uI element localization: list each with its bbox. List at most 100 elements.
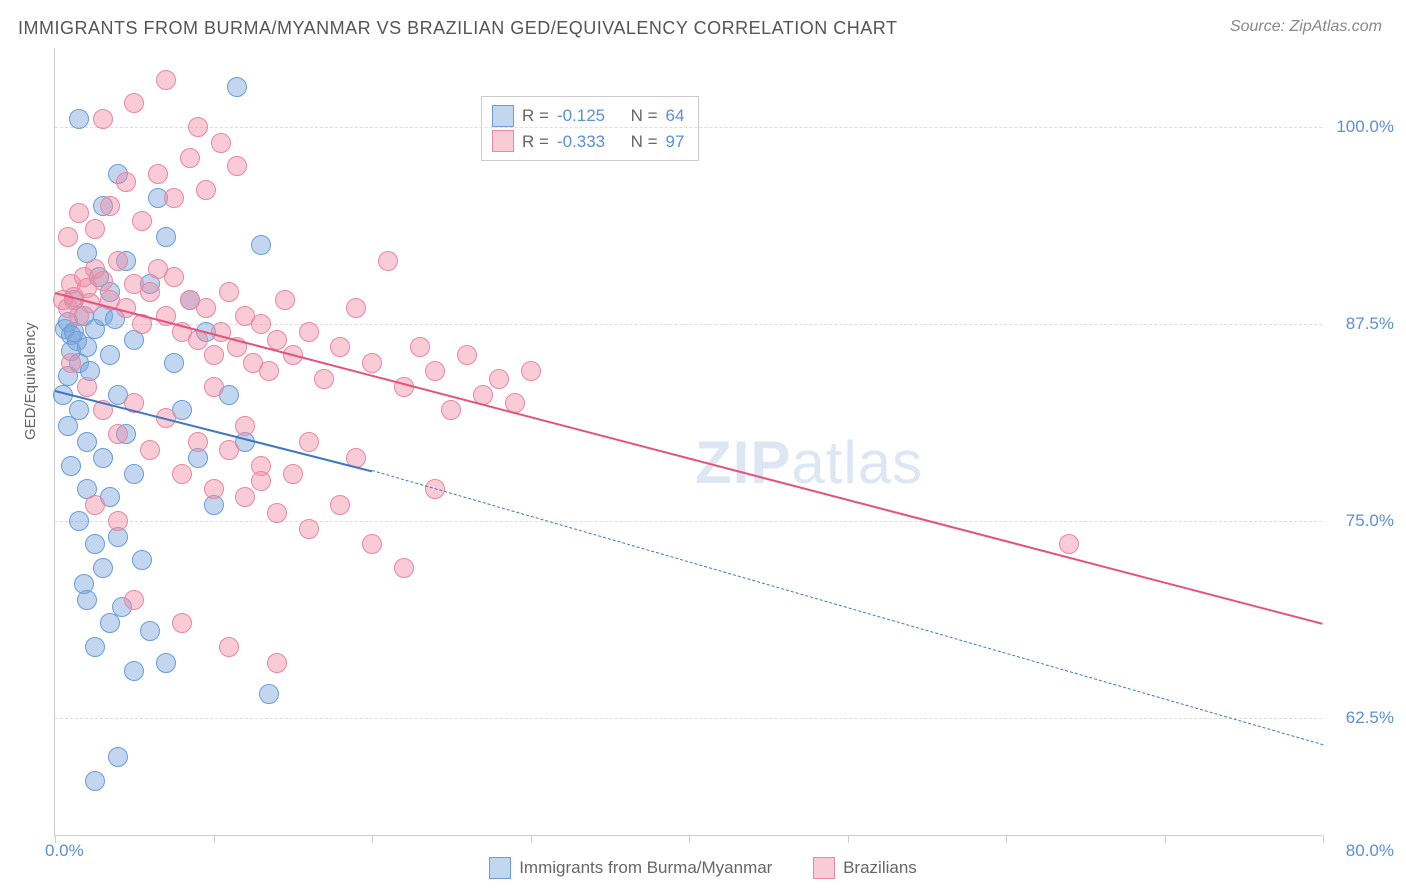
scatter-point bbox=[330, 495, 350, 515]
r-label: R = bbox=[522, 103, 549, 129]
bottom-legend: Immigrants from Burma/Myanmar Brazilians bbox=[0, 857, 1406, 884]
n-label: N = bbox=[631, 129, 658, 155]
scatter-point bbox=[219, 282, 239, 302]
y-tick-label: 87.5% bbox=[1346, 314, 1394, 334]
trend-line-2-solid bbox=[55, 292, 1323, 625]
scatter-point bbox=[93, 109, 113, 129]
stats-legend: R = -0.125 N = 64 R = -0.333 N = 97 bbox=[481, 96, 699, 161]
scatter-point bbox=[140, 440, 160, 460]
scatter-point bbox=[69, 109, 89, 129]
scatter-point bbox=[156, 227, 176, 247]
scatter-point bbox=[140, 621, 160, 641]
scatter-point bbox=[204, 377, 224, 397]
plot-area: ZIPatlas R = -0.125 N = 64 R = -0.333 N … bbox=[54, 48, 1322, 836]
scatter-point bbox=[362, 534, 382, 554]
scatter-point bbox=[124, 93, 144, 113]
scatter-point bbox=[211, 133, 231, 153]
scatter-point bbox=[69, 511, 89, 531]
scatter-point bbox=[457, 345, 477, 365]
scatter-point bbox=[156, 653, 176, 673]
scatter-point bbox=[85, 534, 105, 554]
scatter-point bbox=[93, 271, 113, 291]
r-value-2: -0.333 bbox=[557, 129, 605, 155]
x-tick bbox=[372, 835, 373, 843]
scatter-point bbox=[410, 337, 430, 357]
scatter-point bbox=[204, 479, 224, 499]
swatch-series-2 bbox=[813, 857, 835, 879]
scatter-point bbox=[441, 400, 461, 420]
scatter-point bbox=[77, 377, 97, 397]
scatter-point bbox=[521, 361, 541, 381]
scatter-point bbox=[204, 345, 224, 365]
scatter-point bbox=[196, 180, 216, 200]
scatter-point bbox=[219, 637, 239, 657]
scatter-point bbox=[362, 353, 382, 373]
scatter-point bbox=[77, 337, 97, 357]
n-value-1: 64 bbox=[666, 103, 685, 129]
scatter-point bbox=[140, 282, 160, 302]
legend-label-2: Brazilians bbox=[843, 858, 917, 878]
gridline-h bbox=[55, 521, 1322, 522]
scatter-point bbox=[108, 251, 128, 271]
scatter-point bbox=[267, 330, 287, 350]
scatter-point bbox=[58, 416, 78, 436]
scatter-point bbox=[299, 519, 319, 539]
x-tick bbox=[214, 835, 215, 843]
scatter-point bbox=[251, 471, 271, 491]
scatter-point bbox=[235, 487, 255, 507]
scatter-point bbox=[164, 353, 184, 373]
x-tick bbox=[531, 835, 532, 843]
scatter-point bbox=[259, 684, 279, 704]
y-axis-label: GED/Equivalency bbox=[22, 322, 39, 440]
scatter-point bbox=[259, 361, 279, 381]
scatter-point bbox=[425, 361, 445, 381]
y-tick-label: 75.0% bbox=[1346, 511, 1394, 531]
scatter-point bbox=[164, 188, 184, 208]
scatter-point bbox=[188, 117, 208, 137]
scatter-point bbox=[77, 432, 97, 452]
scatter-point bbox=[164, 267, 184, 287]
scatter-point bbox=[61, 353, 81, 373]
scatter-point bbox=[251, 314, 271, 334]
swatch-series-2 bbox=[492, 130, 514, 152]
r-value-1: -0.125 bbox=[557, 103, 605, 129]
n-label: N = bbox=[631, 103, 658, 129]
scatter-point bbox=[156, 70, 176, 90]
trend-line-1-dashed bbox=[372, 470, 1323, 745]
y-tick-label: 62.5% bbox=[1346, 708, 1394, 728]
x-tick bbox=[55, 835, 56, 843]
source-label: Source: ZipAtlas.com bbox=[1230, 18, 1382, 36]
scatter-point bbox=[267, 653, 287, 673]
scatter-point bbox=[124, 661, 144, 681]
scatter-point bbox=[93, 558, 113, 578]
scatter-point bbox=[314, 369, 334, 389]
scatter-point bbox=[85, 219, 105, 239]
scatter-point bbox=[58, 227, 78, 247]
r-label: R = bbox=[522, 129, 549, 155]
scatter-point bbox=[69, 203, 89, 223]
scatter-point bbox=[172, 613, 192, 633]
scatter-point bbox=[124, 464, 144, 484]
scatter-point bbox=[227, 77, 247, 97]
watermark: ZIPatlas bbox=[695, 428, 923, 497]
scatter-point bbox=[251, 235, 271, 255]
scatter-point bbox=[93, 448, 113, 468]
scatter-point bbox=[219, 440, 239, 460]
scatter-point bbox=[283, 464, 303, 484]
chart-container: IMMIGRANTS FROM BURMA/MYANMAR VS BRAZILI… bbox=[0, 0, 1406, 892]
scatter-point bbox=[85, 637, 105, 657]
scatter-point bbox=[330, 337, 350, 357]
scatter-point bbox=[299, 432, 319, 452]
swatch-series-1 bbox=[492, 105, 514, 127]
x-tick bbox=[848, 835, 849, 843]
scatter-point bbox=[275, 290, 295, 310]
scatter-point bbox=[108, 511, 128, 531]
y-tick-label: 100.0% bbox=[1336, 117, 1394, 137]
scatter-point bbox=[61, 456, 81, 476]
scatter-point bbox=[132, 211, 152, 231]
scatter-point bbox=[378, 251, 398, 271]
x-tick bbox=[689, 835, 690, 843]
swatch-series-1 bbox=[489, 857, 511, 879]
scatter-point bbox=[85, 771, 105, 791]
scatter-point bbox=[235, 416, 255, 436]
